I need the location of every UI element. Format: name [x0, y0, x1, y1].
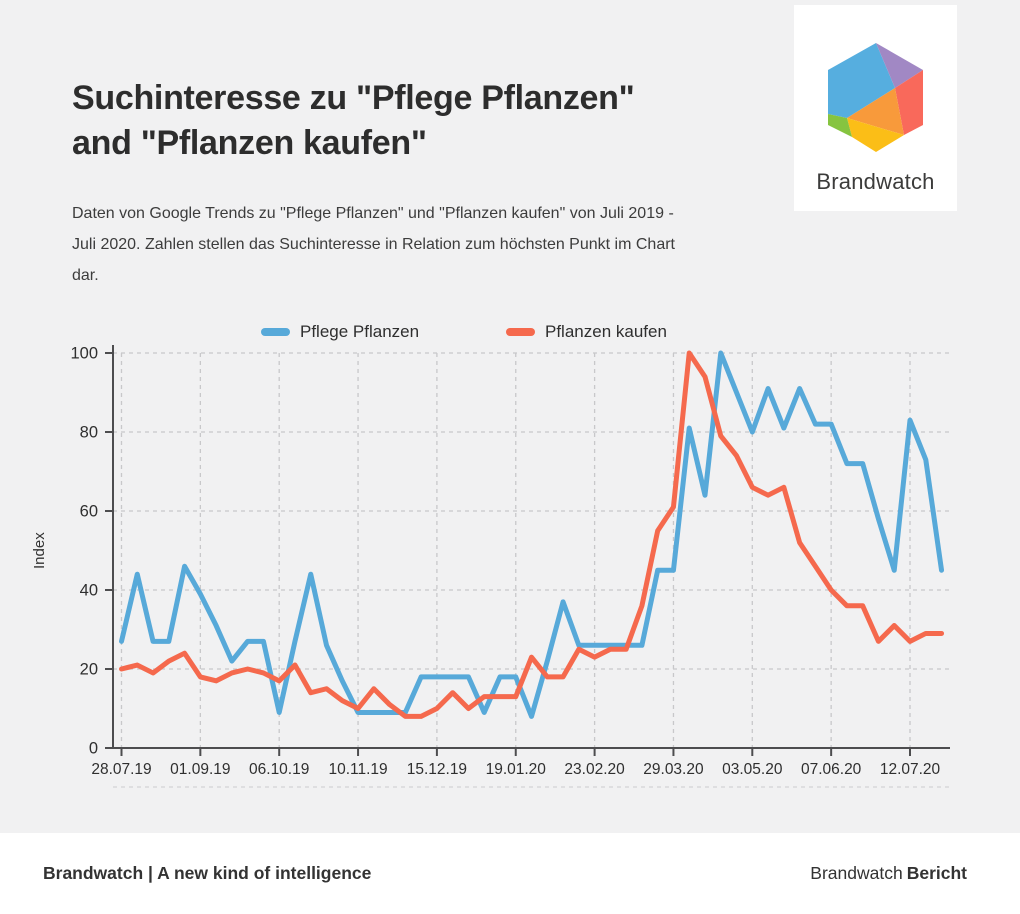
x-tick-label: 01.09.19: [170, 761, 230, 778]
x-tick-label: 29.03.20: [643, 761, 704, 778]
page-subtitle: Daten von Google Trends zu "Pflege Pflan…: [72, 205, 675, 284]
x-tick-label: 28.07.19: [91, 761, 151, 778]
chart-legend: Pflege Pflanzen Pflanzen kaufen: [0, 320, 1020, 344]
legend-item-pflanzen-kaufen: Pflanzen kaufen: [506, 320, 667, 344]
y-tick-label: 40: [80, 582, 98, 600]
legend-swatch-red: [506, 328, 535, 336]
legend-swatch-blue: [261, 328, 290, 336]
brandwatch-logo-card: Brandwatch: [794, 5, 957, 211]
x-tick-label: 10.11.19: [328, 761, 387, 778]
legend-label-pflege-pflanzen: Pflege Pflanzen: [300, 322, 420, 341]
brandwatch-logo-text: Brandwatch: [816, 169, 935, 194]
page-title-line-1: Suchinteresse zu "Pflege Pflanzen": [72, 79, 635, 117]
footer-brand: Brandwatch: [810, 863, 903, 883]
x-tick-label: 15.12.19: [407, 761, 467, 778]
y-tick-label: 60: [80, 503, 98, 521]
footer-bericht: Bericht: [906, 863, 967, 883]
y-tick-label: 80: [80, 424, 98, 442]
x-tick-label: 06.10.19: [249, 761, 309, 778]
x-tick-label: 19.01.20: [486, 761, 547, 778]
x-tick-label: 07.06.20: [801, 761, 862, 778]
footer-tagline: Brandwatch | A new kind of intelligence: [43, 863, 372, 883]
x-tick-label: 03.05.20: [722, 761, 783, 778]
legend-label-pflanzen-kaufen: Pflanzen kaufen: [545, 322, 667, 341]
y-tick-label: 100: [70, 345, 98, 363]
brandwatch-hexagon-logo-icon: [828, 43, 923, 152]
y-tick-label: 20: [80, 661, 98, 679]
page-title: Suchinteresse zu "Pflege Pflanzen" and "…: [72, 76, 635, 166]
x-tick-label: 12.07.20: [880, 761, 941, 778]
page-title-line-2: and "Pflanzen kaufen": [72, 124, 427, 162]
x-tick-label: 23.02.20: [564, 761, 625, 778]
y-tick-label: 0: [89, 740, 98, 758]
legend-item-pflege-pflanzen: Pflege Pflanzen: [261, 320, 419, 344]
trend-line-chart: 0 20 40 60 80 100 28.07.19 01.09.19 06.10.19 10.1…: [70, 345, 950, 788]
page-footer: Brandwatch | A new kind of intelligence …: [0, 833, 1020, 914]
series-line-pflanzen-kaufen: [119, 350, 945, 719]
footer-report-label: Brandwatch Bericht: [806, 863, 967, 884]
series-line-pflege-pflanzen: [119, 350, 945, 719]
